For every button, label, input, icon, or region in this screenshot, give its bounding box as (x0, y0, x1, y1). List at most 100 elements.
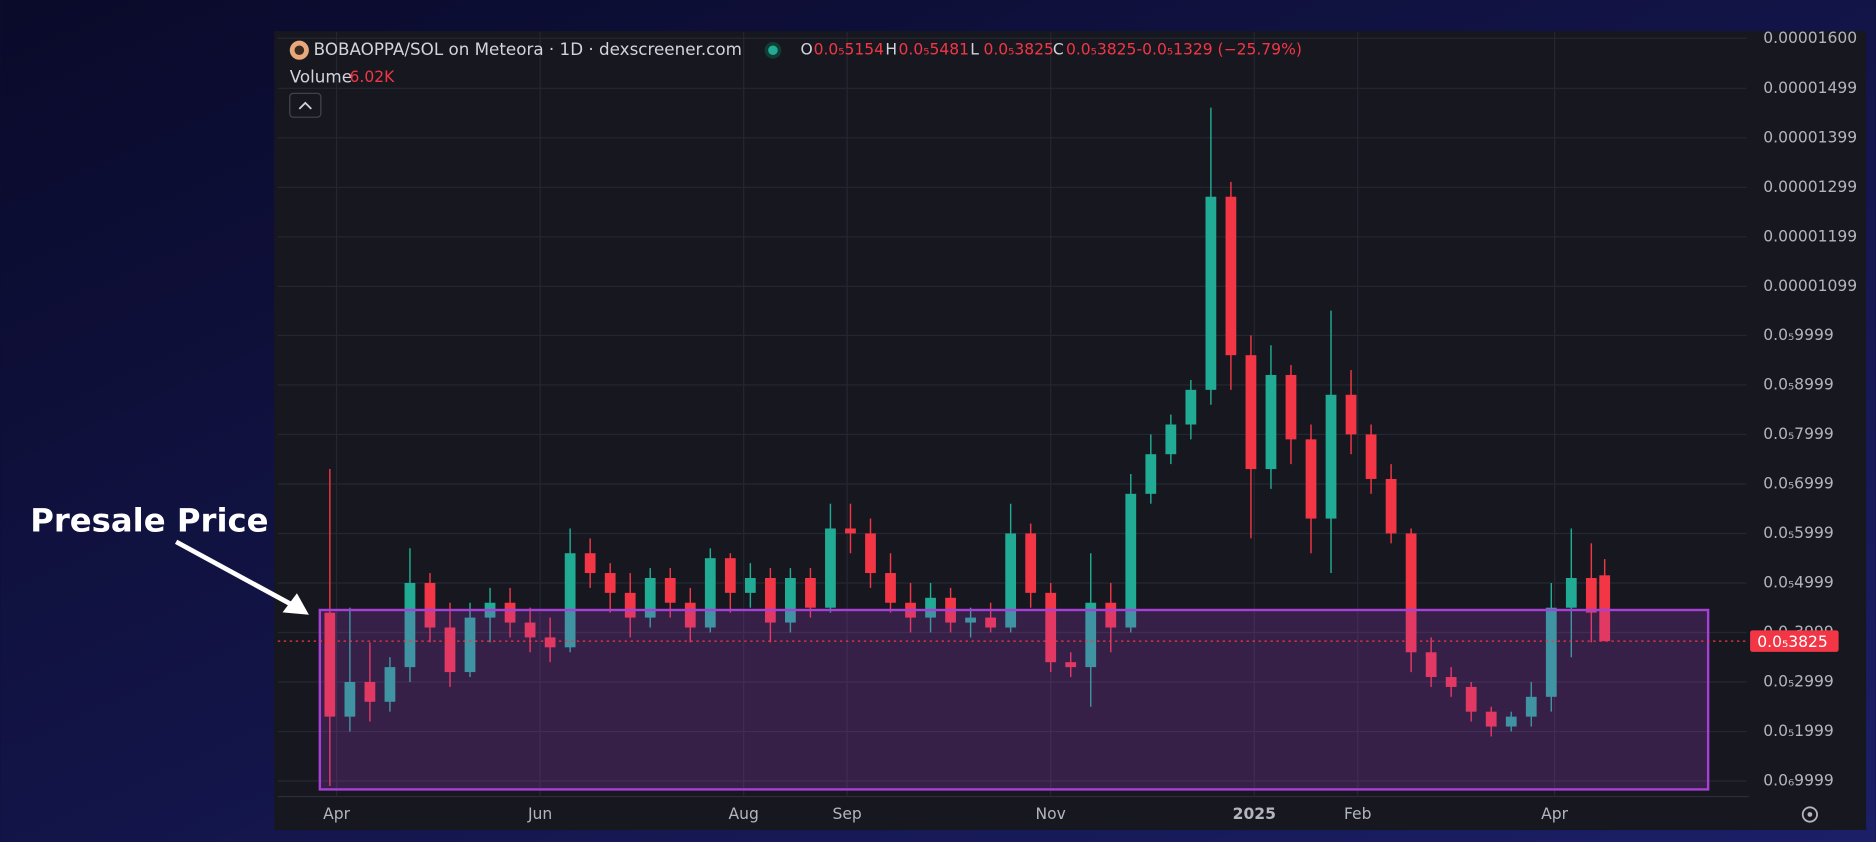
candle-body (1525, 696, 1537, 717)
candle-body (885, 573, 896, 603)
ohlc-key: C (1053, 41, 1064, 59)
y-tick-label: 0.00001600 (1763, 29, 1857, 47)
candle-body (384, 667, 396, 702)
candle-body (825, 528, 836, 608)
candle-body (604, 573, 616, 593)
y-tick-label: 0.0₅7999 (1763, 425, 1833, 443)
candle-body (1185, 389, 1197, 425)
y-tick-label: 0.0₅8999 (1763, 375, 1833, 393)
change: -0.0₅1329 (−25.79%) (1137, 41, 1302, 59)
candle-body (1065, 662, 1077, 668)
candle-body (1145, 454, 1157, 494)
candle-body (404, 582, 416, 668)
collapse-button-icon[interactable] (298, 101, 312, 110)
candle-body (985, 617, 997, 628)
candle-body (1565, 577, 1577, 608)
candle-body (1105, 602, 1117, 628)
token-icon-inner (294, 45, 305, 56)
candle-body (364, 681, 376, 702)
candle-body (1085, 602, 1097, 668)
candle-body (1585, 577, 1597, 613)
candle-body (444, 627, 456, 673)
y-tick-label: 0.00001299 (1763, 178, 1857, 196)
candle-body (344, 681, 356, 717)
candle-body (1205, 196, 1217, 390)
candle-body (764, 577, 776, 623)
ohlc-key: H (885, 41, 897, 59)
candle-body (724, 558, 736, 593)
candle-body (1485, 711, 1497, 727)
candle-body (1405, 533, 1417, 653)
y-tick-label: 0.0₅4999 (1763, 573, 1833, 591)
y-tick-label: 0.00001399 (1763, 128, 1857, 146)
candle-body (424, 582, 436, 628)
status-dot (768, 45, 778, 56)
candle-body (1005, 533, 1017, 628)
x-tick-label: Nov (1036, 805, 1066, 823)
x-tick-label: Feb (1344, 805, 1372, 823)
collapse-button-box[interactable] (289, 92, 322, 118)
candle-body (624, 592, 636, 618)
candle-body (865, 533, 876, 574)
ohlc-key: O (800, 41, 812, 59)
ohlc-value: 0.0₅3825 (983, 41, 1053, 59)
candle-body (805, 577, 816, 608)
annotation-arrowhead (282, 593, 309, 615)
candle-body (504, 602, 516, 623)
ohlc-key: L (970, 41, 979, 59)
y-tick-label: 0.0₅1999 (1763, 722, 1833, 740)
candle-body (925, 597, 936, 618)
plot (277, 107, 1747, 791)
settings-icon[interactable] (1801, 806, 1818, 823)
candle-body (1025, 533, 1037, 593)
candle-body (1265, 374, 1277, 470)
candle-body (564, 553, 576, 648)
x-tick-label: Apr (1541, 805, 1568, 823)
collapse-button[interactable] (289, 92, 322, 118)
candle-body (785, 577, 796, 623)
candle-body (1445, 677, 1457, 687)
y-tick-label: 0.00001199 (1763, 227, 1857, 245)
y-tick-label: 0.00001099 (1763, 277, 1857, 295)
ohlc-value: 0.0₅5481 (899, 41, 969, 59)
candle-body (684, 602, 696, 628)
candle-body (1425, 652, 1437, 678)
candle-body (1365, 434, 1377, 479)
y-tick-label: 0.00001499 (1763, 79, 1857, 97)
candle-body (1125, 493, 1137, 628)
x-tick-label: Apr (323, 805, 350, 823)
candle-body (1385, 478, 1397, 534)
candle-body (1599, 575, 1611, 642)
settings-gear-center[interactable] (1807, 812, 1813, 817)
ohlc-value: 0.0₅3825 (1066, 41, 1136, 59)
x-tick-label: Sep (832, 805, 861, 823)
candle-body (584, 553, 596, 574)
x-tick-label: 2025 (1233, 805, 1276, 823)
candle-body (744, 577, 756, 593)
candle-body (664, 577, 676, 603)
candle-body (1245, 355, 1257, 470)
settings-gear[interactable] (1801, 806, 1818, 823)
candle-body (1505, 716, 1517, 727)
ohlc-value: 0.0₅5154 (814, 41, 885, 59)
volume-value: 6.02K (350, 68, 396, 86)
candle-body (464, 617, 476, 673)
candle-body (324, 612, 336, 717)
candle-body (1465, 686, 1477, 712)
presale-zone (318, 608, 1710, 791)
annotation: Presale Price (30, 502, 268, 540)
candle-body (544, 637, 556, 648)
y-tick-label: 0.0₅6999 (1763, 474, 1833, 492)
candle-body (845, 528, 856, 534)
y-tick-label: 0.0₅5999 (1763, 524, 1833, 542)
x-tick-label: Aug (729, 805, 759, 823)
last-price-label: 0.0₅3825 (1757, 633, 1827, 651)
y-tick-label: 0.0₅2999 (1763, 673, 1833, 691)
candle-body (1305, 439, 1317, 519)
candle-body (1045, 592, 1057, 663)
candle-body (1325, 394, 1337, 519)
annotation-arrow (174, 539, 301, 611)
